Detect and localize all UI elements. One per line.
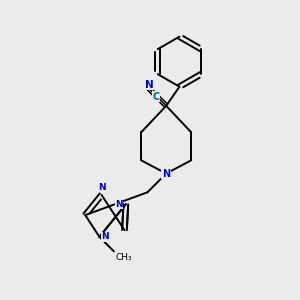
Text: N: N	[162, 169, 170, 178]
Text: C: C	[153, 92, 160, 101]
Text: N: N	[98, 183, 105, 192]
Text: N: N	[101, 232, 109, 242]
Text: N: N	[145, 80, 153, 90]
Text: N: N	[115, 200, 123, 209]
Text: CH₃: CH₃	[116, 253, 132, 262]
